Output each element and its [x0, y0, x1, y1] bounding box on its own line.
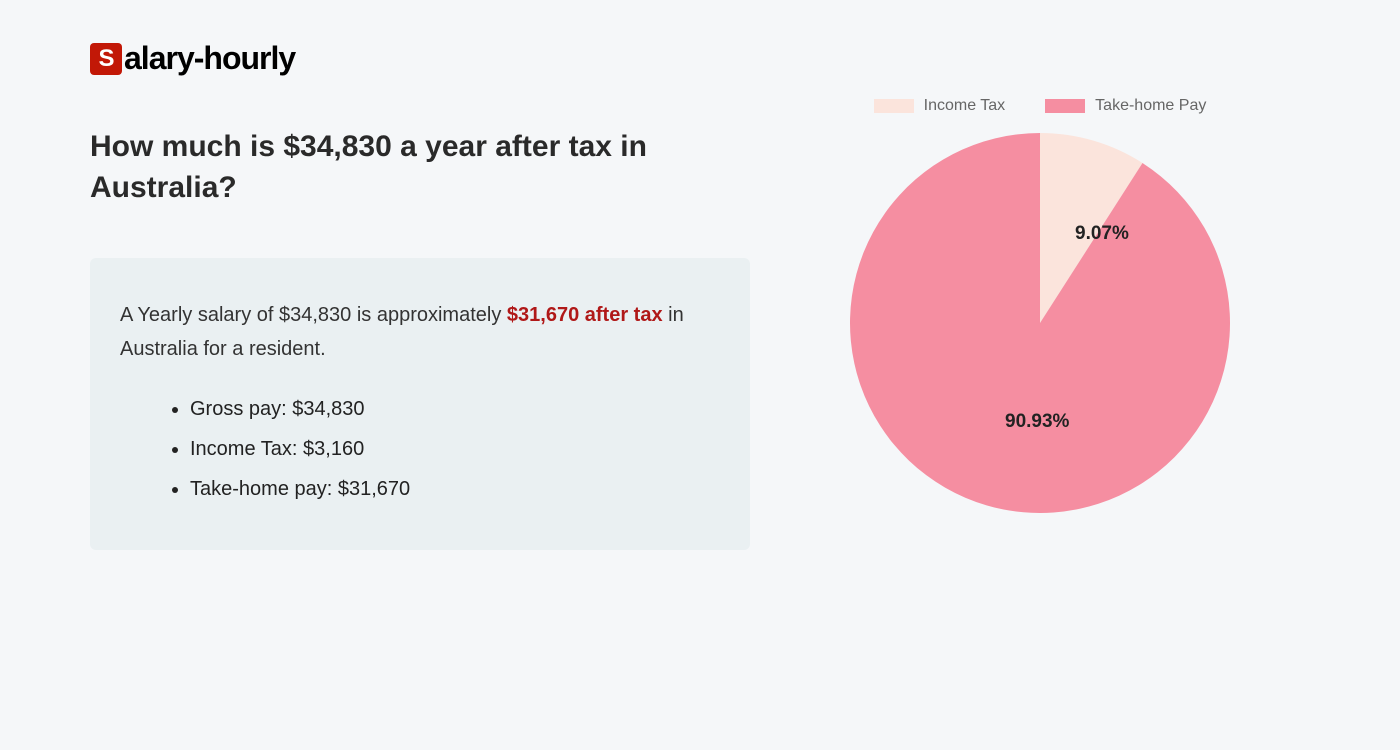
list-item: Take-home pay: $31,670	[190, 474, 720, 504]
pie-chart: 9.07% 90.93%	[850, 133, 1230, 513]
pie-slice-label: 9.07%	[1075, 223, 1129, 245]
logo-text: alary-hourly	[124, 40, 295, 77]
left-column: How much is $34,830 a year after tax in …	[90, 127, 750, 550]
summary-before: A Yearly salary of $34,830 is approximat…	[120, 304, 507, 326]
main-content: How much is $34,830 a year after tax in …	[90, 127, 1310, 550]
page-heading: How much is $34,830 a year after tax in …	[90, 127, 750, 208]
summary-list: Gross pay: $34,830 Income Tax: $3,160 Ta…	[120, 394, 720, 504]
list-item: Gross pay: $34,830	[190, 394, 720, 424]
pie-slice-label: 90.93%	[1005, 411, 1069, 433]
summary-highlight: $31,670 after tax	[507, 304, 663, 326]
chart-legend: Income Tax Take-home Pay	[830, 97, 1250, 115]
legend-label: Take-home Pay	[1095, 97, 1206, 115]
logo-initial: S	[90, 43, 122, 75]
legend-swatch	[1045, 99, 1085, 113]
legend-swatch	[874, 99, 914, 113]
list-item: Income Tax: $3,160	[190, 434, 720, 464]
summary-text: A Yearly salary of $34,830 is approximat…	[120, 298, 720, 366]
chart-column: Income Tax Take-home Pay 9.07% 90.93%	[830, 97, 1250, 550]
legend-item-income-tax: Income Tax	[874, 97, 1006, 115]
summary-box: A Yearly salary of $34,830 is approximat…	[90, 258, 750, 550]
site-logo: Salary-hourly	[90, 40, 1310, 77]
legend-label: Income Tax	[924, 97, 1006, 115]
pie-svg	[850, 133, 1230, 513]
legend-item-take-home: Take-home Pay	[1045, 97, 1206, 115]
